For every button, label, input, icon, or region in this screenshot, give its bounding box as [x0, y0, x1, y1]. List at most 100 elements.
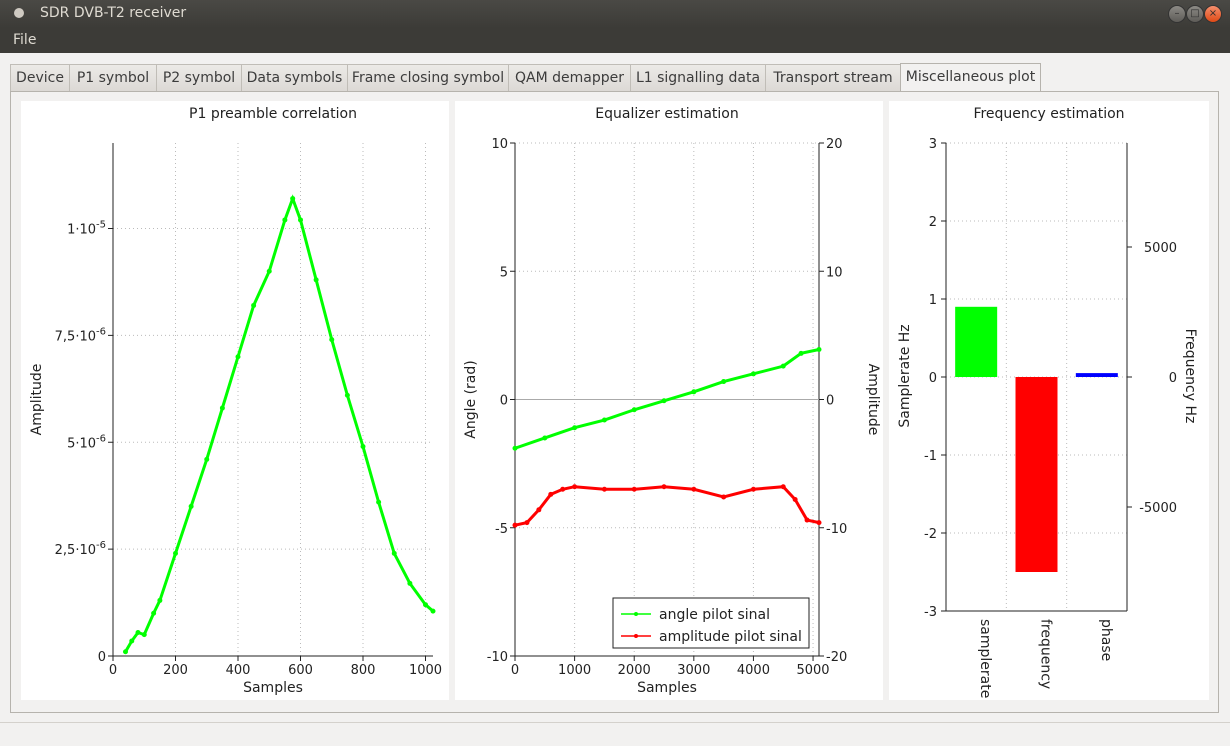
data-point [691, 486, 697, 492]
data-point [298, 217, 303, 223]
frequency-estimation-svg: Frequency estimation -3 -2 -1 0 1 2 3 samplerate… [897, 106, 1198, 698]
data-point [804, 517, 810, 523]
y-tick-label: -10 [487, 650, 508, 665]
tab-device[interactable]: Device [10, 64, 70, 91]
data-point [542, 435, 548, 441]
equalizer-plot: Equalizer estimation 0 1000 2000 3000 4000 500… [455, 101, 883, 700]
y-axis-label: Samplerate Hz [897, 324, 913, 427]
right-tick-label: 0 [826, 394, 834, 409]
data-point [572, 484, 578, 490]
y-tick-label: 1 [929, 293, 937, 308]
tab-data-symbols[interactable]: Data symbols [241, 64, 348, 91]
data-point [601, 417, 607, 423]
data-point [344, 392, 350, 398]
x-tick-label: 2000 [618, 663, 651, 678]
right-axis-label: Amplitude [865, 364, 881, 436]
x-tick-label: 800 [351, 663, 376, 678]
data-point [282, 217, 288, 223]
data-point [290, 196, 296, 202]
p1-correlation-plot: P1 preamble correlation 0 200 400 600 800 1000… [21, 101, 449, 700]
minimize-button[interactable]: – [1168, 5, 1186, 23]
x-tick-label: 200 [163, 663, 188, 678]
category-label: samplerate [977, 619, 993, 698]
menu-bar: File [0, 28, 1230, 53]
right-tick-label: -5000 [1139, 501, 1177, 516]
tab-p1-symbol[interactable]: P1 symbol [69, 64, 157, 91]
tab-transport-stream[interactable]: Transport stream [765, 64, 901, 91]
x-axis-label: Samples [243, 680, 303, 696]
data-point [219, 405, 225, 411]
data-point [129, 638, 135, 644]
y-axis-label: Angle (rad) [463, 360, 479, 438]
tab-l1-signalling-data[interactable]: L1 signalling data [630, 64, 766, 91]
menu-file[interactable]: File [13, 32, 37, 48]
x-tick-label: 5000 [796, 663, 829, 678]
category-label: frequency [1038, 619, 1054, 689]
y-tick-label: 7,5·10-6 [55, 326, 106, 344]
y-tick-label: 0 [98, 650, 106, 665]
y-tick-label: -5 [495, 522, 508, 537]
x-axis-label: Samples [637, 680, 697, 696]
data-point [780, 363, 786, 369]
data-point [329, 337, 335, 343]
data-point [524, 520, 530, 526]
right-tick-label: 10 [826, 265, 843, 280]
y-tick-label: 5·10-6 [67, 433, 106, 451]
data-point [691, 389, 697, 395]
data-point [266, 268, 272, 274]
y-tick-label: 3 [929, 137, 937, 152]
right-tick-label: 5000 [1144, 241, 1177, 256]
series-line-1 [514, 485, 820, 527]
data-point [188, 503, 194, 509]
x-tick-label: 1000 [409, 663, 442, 678]
data-point [780, 484, 786, 490]
data-point [631, 407, 637, 413]
legend-label: amplitude pilot sinal [659, 629, 802, 645]
data-point [430, 608, 436, 614]
data-point [151, 610, 157, 616]
x-tick-label: 3000 [677, 663, 710, 678]
bar-phase [1075, 373, 1118, 377]
data-point [548, 491, 554, 497]
tab-miscellaneous-plot[interactable]: Miscellaneous plot [900, 63, 1041, 92]
bar-samplerate [955, 306, 998, 377]
chart-title: Frequency estimation [973, 106, 1124, 122]
y-tick-label: 1·10-5 [67, 220, 106, 238]
data-point [798, 350, 804, 356]
tab-qam-demapper[interactable]: QAM demapper [508, 64, 631, 91]
data-point [601, 486, 607, 492]
status-bar [0, 722, 1230, 746]
window-title: SDR DVB-T2 receiver [40, 5, 187, 21]
y-tick-label: -2 [924, 527, 937, 542]
y-tick-label: 0 [500, 394, 508, 409]
data-point [512, 522, 518, 528]
data-point [251, 302, 257, 308]
data-point [376, 499, 382, 505]
frequency-estimation-plot: Frequency estimation -3 -2 -1 0 1 2 3 samplerate… [889, 101, 1209, 700]
data-point [360, 444, 366, 450]
data-point [141, 632, 147, 638]
x-tick-label: 400 [226, 663, 251, 678]
y-tick-label: -1 [924, 449, 937, 464]
y-tick-label: 10 [491, 137, 508, 152]
right-tick-label: 0 [1169, 371, 1177, 386]
data-point [391, 550, 397, 556]
data-point [123, 649, 128, 655]
data-point [173, 550, 178, 556]
chart-title: P1 preamble correlation [189, 106, 357, 122]
x-tick-label: 0 [109, 663, 117, 678]
close-button[interactable]: × [1204, 5, 1222, 23]
data-point [816, 346, 822, 352]
tab-frame-closing-symbol[interactable]: Frame closing symbol [347, 64, 509, 91]
legend-marker [634, 634, 638, 638]
legend-marker [634, 612, 638, 616]
data-point [661, 484, 667, 490]
data-point [423, 602, 428, 608]
data-point [235, 354, 241, 360]
right-tick-label: 20 [826, 137, 843, 152]
right-axis-label: Frequency Hz [1182, 329, 1198, 424]
data-point [204, 456, 210, 462]
right-tick-label: -10 [826, 522, 847, 537]
tab-p2-symbol[interactable]: P2 symbol [156, 64, 242, 91]
maximize-button[interactable]: □ [1186, 5, 1204, 23]
